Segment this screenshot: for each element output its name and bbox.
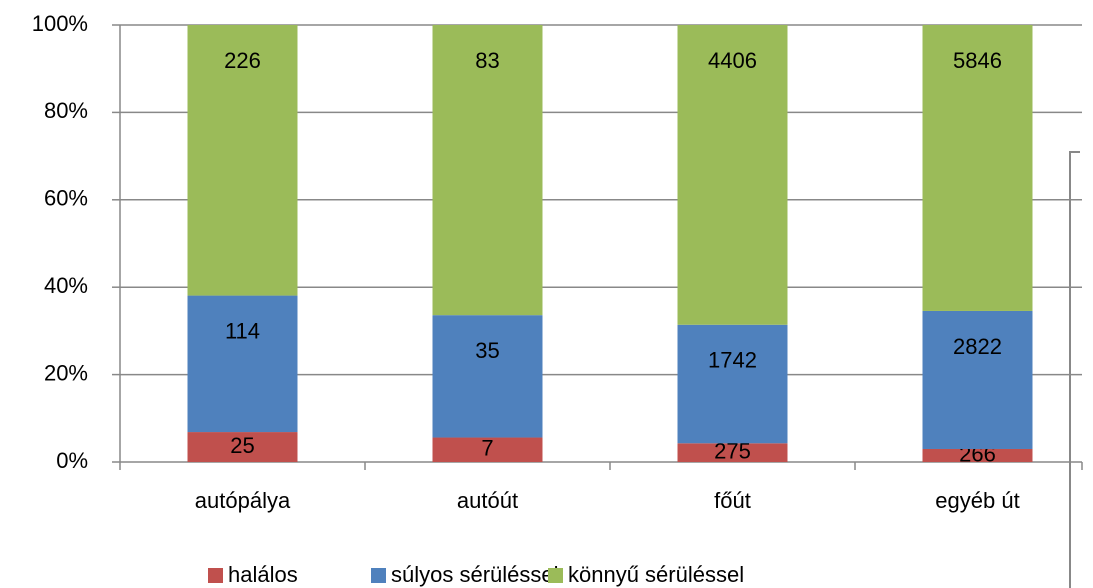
bar-segment xyxy=(677,25,788,325)
x-tick-label: főút xyxy=(714,488,751,513)
x-tick-label: autóút xyxy=(457,488,518,513)
data-label: 5846 xyxy=(953,48,1002,73)
bar-segment xyxy=(677,324,788,444)
bar-segment xyxy=(432,315,543,438)
data-label: 2822 xyxy=(953,334,1002,359)
bar-segment xyxy=(922,310,1033,449)
y-tick-label: 20% xyxy=(44,360,88,385)
data-label: 4406 xyxy=(708,48,757,73)
y-tick-label: 40% xyxy=(44,273,88,298)
legend-label: könnyű sérüléssel xyxy=(568,562,744,587)
bar-segment xyxy=(432,437,543,462)
legend-label: halálos xyxy=(228,562,298,587)
y-tick-label: 80% xyxy=(44,98,88,123)
bar-segment xyxy=(187,295,298,433)
data-label: 1742 xyxy=(708,348,757,373)
data-label: 25 xyxy=(230,433,254,458)
legend-swatch xyxy=(548,568,563,583)
data-label: 83 xyxy=(475,48,499,73)
data-label: 7 xyxy=(481,436,493,461)
bar-segment xyxy=(187,432,298,462)
x-tick-label: egyéb út xyxy=(935,488,1019,513)
y-tick-label: 60% xyxy=(44,186,88,211)
x-tick-label: autópálya xyxy=(195,488,291,513)
bar-segment xyxy=(677,443,788,462)
bar-segment xyxy=(922,25,1033,311)
y-tick-label: 0% xyxy=(56,448,88,473)
data-label: 226 xyxy=(224,48,261,73)
bar-segment xyxy=(432,25,543,316)
legend-swatch xyxy=(208,568,223,583)
data-label: 114 xyxy=(225,318,260,343)
legend-label: súlyos sérüléssel xyxy=(391,562,559,587)
bar-segment xyxy=(187,25,298,296)
data-label: 35 xyxy=(475,338,499,363)
y-tick-label: 100% xyxy=(32,11,88,36)
legend-swatch xyxy=(371,568,386,583)
frame-edge xyxy=(1069,151,1080,588)
bar-segment xyxy=(922,448,1033,462)
